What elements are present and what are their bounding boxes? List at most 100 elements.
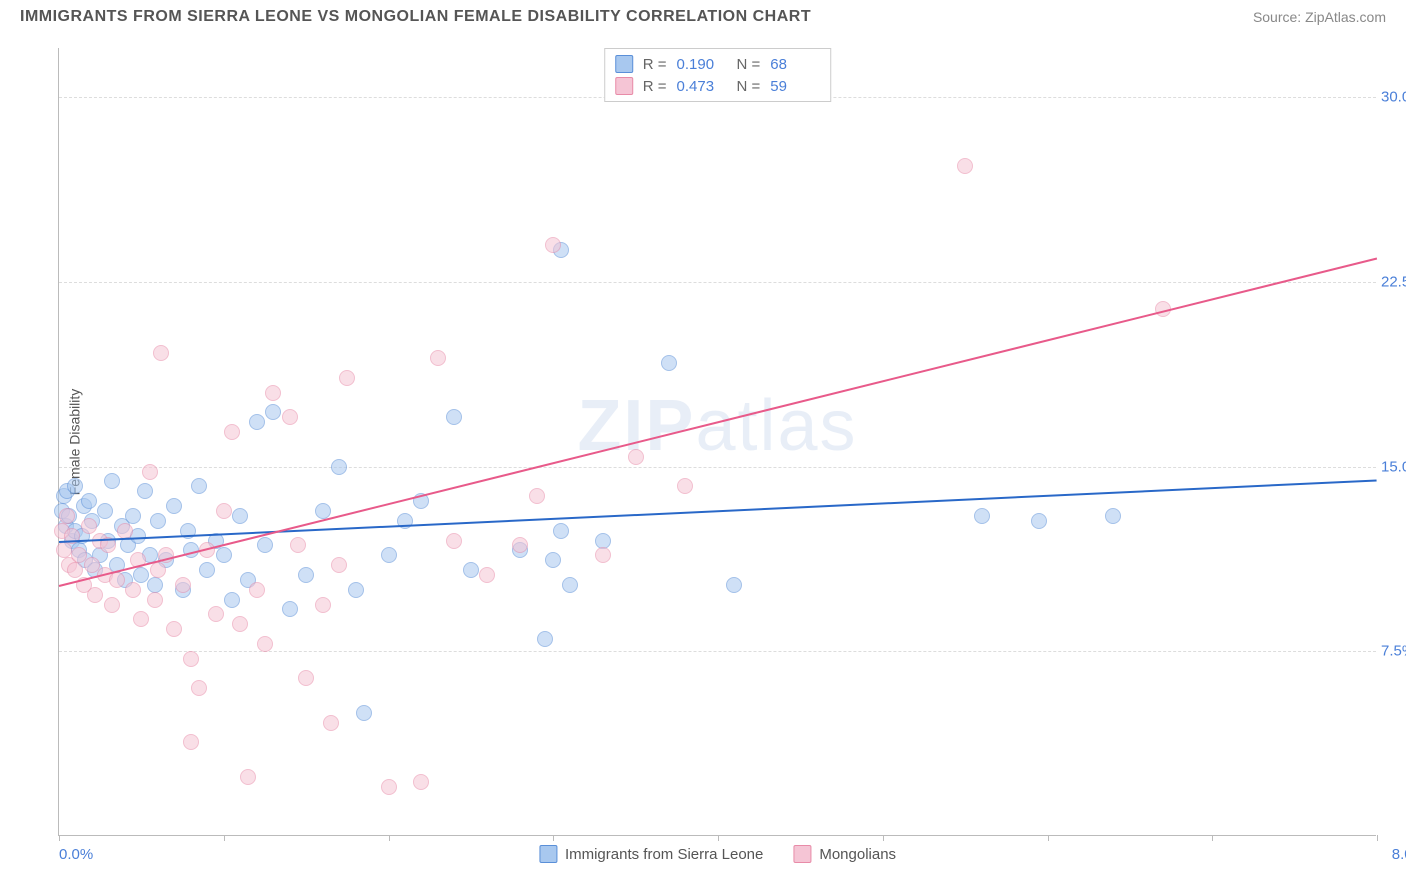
scatter-point [529,488,545,504]
scatter-point [81,493,97,509]
scatter-point [224,592,240,608]
scatter-point [175,577,191,593]
scatter-point [545,237,561,253]
chart-header: IMMIGRANTS FROM SIERRA LEONE VS MONGOLIA… [0,0,1406,30]
x-tick [1212,835,1213,841]
legend-r-value: 0.473 [677,78,727,95]
scatter-point [240,769,256,785]
scatter-point [142,464,158,480]
scatter-point [59,508,75,524]
x-tick [718,835,719,841]
scatter-point [257,636,273,652]
scatter-point [537,631,553,647]
gridline [59,467,1376,468]
scatter-point [232,616,248,632]
scatter-point [265,404,281,420]
scatter-point [191,478,207,494]
scatter-point [562,577,578,593]
scatter-point [381,547,397,563]
scatter-point [125,582,141,598]
scatter-point [446,409,462,425]
scatter-point [315,597,331,613]
x-tick [883,835,884,841]
legend-r-label: R = [643,56,667,73]
legend-series-item: Mongolians [793,845,896,863]
legend-stats-row: R = 0.190 N = 68 [615,53,821,75]
scatter-point [413,774,429,790]
scatter-point [463,562,479,578]
scatter-point [430,350,446,366]
scatter-point [216,547,232,563]
chart-source: Source: ZipAtlas.com [1253,9,1386,25]
scatter-point [125,508,141,524]
scatter-point [257,537,273,553]
legend-r-label: R = [643,78,667,95]
chart-title: IMMIGRANTS FROM SIERRA LEONE VS MONGOLIA… [20,8,811,26]
scatter-point [331,459,347,475]
scatter-point [97,503,113,519]
scatter-point [81,518,97,534]
scatter-point [661,355,677,371]
scatter-point [265,385,281,401]
legend-n-label: N = [737,56,761,73]
x-tick [553,835,554,841]
scatter-point [1105,508,1121,524]
scatter-point [446,533,462,549]
scatter-point [56,542,72,558]
scatter-point [150,513,166,529]
scatter-point [315,503,331,519]
scatter-point [282,601,298,617]
scatter-point [298,567,314,583]
scatter-point [512,537,528,553]
legend-r-value: 0.190 [677,56,727,73]
scatter-point [117,523,133,539]
scatter-point [595,547,611,563]
scatter-point [104,597,120,613]
legend-swatch [793,845,811,863]
scatter-point [232,508,248,524]
x-tick [224,835,225,841]
scatter-point [479,567,495,583]
scatter-point [224,424,240,440]
scatter-point [290,537,306,553]
scatter-point [628,449,644,465]
x-tick [1048,835,1049,841]
legend-series: Immigrants from Sierra Leone Mongolians [539,845,896,863]
scatter-point [216,503,232,519]
scatter-point [208,606,224,622]
legend-n-value: 68 [770,56,820,73]
scatter-point [249,582,265,598]
scatter-point [137,483,153,499]
y-tick-label: 15.0% [1381,458,1406,475]
scatter-point [67,478,83,494]
y-tick-label: 30.0% [1381,89,1406,106]
scatter-point [87,587,103,603]
scatter-point [150,562,166,578]
legend-series-item: Immigrants from Sierra Leone [539,845,763,863]
scatter-point [166,498,182,514]
scatter-point [726,577,742,593]
scatter-point [553,523,569,539]
scatter-point [183,734,199,750]
legend-swatch [615,55,633,73]
scatter-point [133,611,149,627]
gridline [59,651,1376,652]
legend-n-value: 59 [770,78,820,95]
y-tick-label: 7.5% [1381,643,1406,660]
legend-series-label: Mongolians [819,846,896,863]
legend-stats: R =0.190N =68R =0.473N =59 [604,48,832,102]
scatter-point [356,705,372,721]
trend-line [59,479,1377,543]
scatter-point [974,508,990,524]
scatter-point [348,582,364,598]
scatter-point [545,552,561,568]
x-axis-max-label: 8.0% [1392,846,1406,863]
scatter-point [677,478,693,494]
scatter-point [104,473,120,489]
scatter-point [1031,513,1047,529]
x-tick [59,835,60,841]
legend-swatch [615,77,633,95]
scatter-point [957,158,973,174]
gridline [59,282,1376,283]
scatter-point [147,592,163,608]
